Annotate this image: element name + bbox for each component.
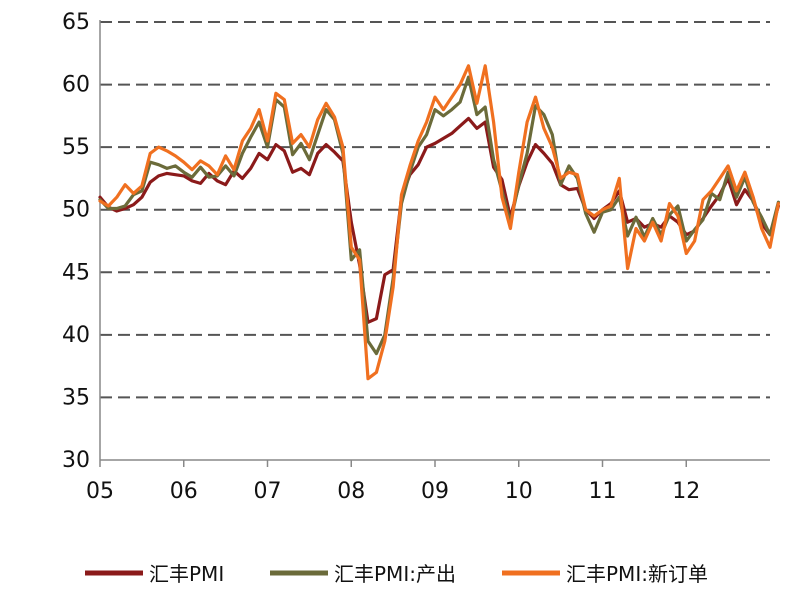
y-tick-label: 50 xyxy=(62,198,90,223)
y-tick-label: 30 xyxy=(62,448,90,473)
y-tick-label: 65 xyxy=(62,10,90,35)
x-tick-label: 09 xyxy=(421,479,449,504)
legend-label-1: 汇丰PMI xyxy=(149,562,224,586)
x-tick-label: 06 xyxy=(170,479,198,504)
series-lines xyxy=(98,64,780,381)
y-tick-label: 45 xyxy=(62,260,90,285)
tick-labels: 30 35 40 45 50 55 60 65 05 06 07 08 09 10 11 12 xyxy=(62,10,700,504)
x-tick-label: 12 xyxy=(672,479,700,504)
legend-label-3: 汇丰PMI:新订单 xyxy=(566,562,708,586)
axes xyxy=(99,20,770,467)
x-tick-label: 11 xyxy=(589,479,617,504)
y-tick-label: 55 xyxy=(62,135,90,160)
series-line-3 xyxy=(98,64,780,381)
x-tick-label: 07 xyxy=(254,479,282,504)
x-tick-label: 10 xyxy=(505,479,533,504)
y-tick-label: 40 xyxy=(62,323,90,348)
x-tick-label: 08 xyxy=(337,479,365,504)
gridlines xyxy=(100,21,770,399)
legend: 汇丰PMI 汇丰PMI:产出 汇丰PMI:新订单 xyxy=(85,562,708,586)
x-tick-label: 05 xyxy=(86,479,114,504)
y-tick-label: 35 xyxy=(62,385,90,410)
legend-label-2: 汇丰PMI:产出 xyxy=(334,562,456,586)
series-line-1 xyxy=(98,116,780,324)
y-tick-label: 60 xyxy=(62,73,90,98)
